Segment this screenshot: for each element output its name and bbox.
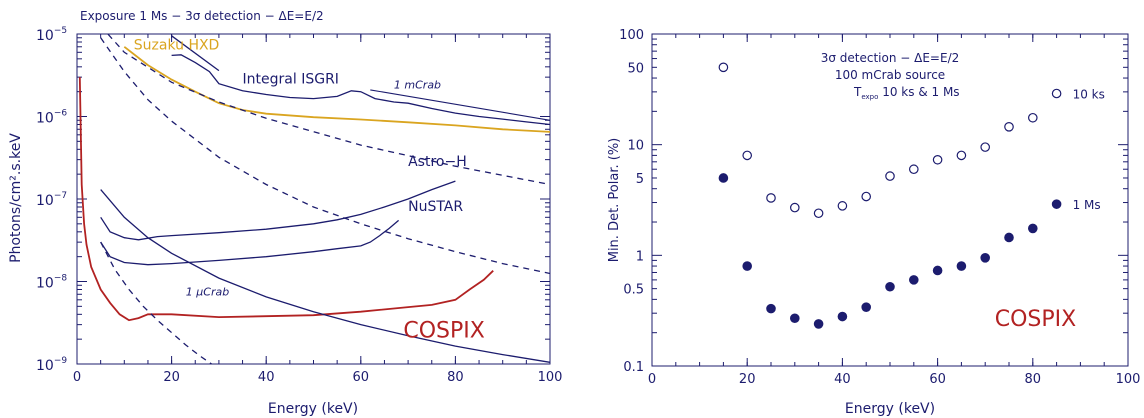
left-annotation-1-mcrab: 1 mCrab [394, 78, 441, 91]
right-point-10-ks [861, 191, 871, 202]
left-y-tick-label: 10−6 [36, 109, 67, 127]
left-series-dashed-8-line [100, 37, 550, 275]
right-point-1-ms [885, 281, 895, 292]
right-point-1-ms [861, 302, 871, 312]
left-annotation-suzaku-hxd: Suzaku HXD [134, 37, 220, 53]
right-y-tick-label: 0.5 [623, 283, 644, 298]
right-point-10-ks [885, 171, 895, 181]
right-point-1-ms [1028, 223, 1038, 234]
left-annotation-cospix: COSPIX [403, 318, 484, 343]
right-point-10-ks [742, 150, 752, 161]
right-point-10-ks [1028, 112, 1038, 123]
left-series-1-mcrab-line-segment-2 [370, 89, 550, 121]
right-point-10-ks [1051, 88, 1062, 99]
right-point-1-ms [766, 303, 776, 314]
right-point-10-ks [718, 62, 729, 73]
left-series-cospix-line [78, 77, 494, 322]
left-x-tick-label: 0 [73, 370, 81, 385]
left-series-suzaku-hxd-line [123, 46, 550, 133]
right-x-tick-label: 20 [739, 372, 756, 387]
right-y-tick-label: 100 [619, 28, 644, 43]
right-point-10-ks [932, 154, 943, 165]
right-annotation-line-3: Texpo 10 ks & 1 Ms [853, 85, 960, 101]
right-annotation-cospix: COSPIX [995, 307, 1076, 332]
right-x-tick-label: 100 [1116, 372, 1141, 387]
right-point-1-ms [932, 265, 943, 276]
right-point-1-ms [980, 252, 990, 263]
left-x-axis-label: Energy (keV) [268, 401, 358, 417]
right-annotation-line-2: 100 mCrab source [835, 68, 945, 82]
right-point-1-ms [789, 313, 800, 324]
left-y-axis-label: Photons/cm².s.keV [8, 133, 24, 263]
right-point-1-ms [742, 261, 752, 271]
right-y-tick-label: 1 [636, 249, 644, 264]
right-x-tick-label: 80 [1025, 372, 1042, 387]
right-x-tick-label: 0 [648, 372, 656, 387]
left-annotation-nustar: NuSTAR [408, 199, 463, 215]
right-point-1-ms [908, 275, 919, 285]
left-y-tick-label: 10−7 [36, 191, 67, 209]
left-x-tick-label: 80 [447, 370, 464, 385]
left-series-nustar-line [100, 219, 400, 266]
left-series-dashed-7-line [107, 34, 550, 186]
right-y-tick-label: 10 [627, 139, 644, 154]
left-series-dashed-9-line [100, 241, 213, 364]
left-plot-area: 0 20 40 60 80 100 10−9 10−8 10−7 10−6 10−5 Suzaku H… [36, 26, 562, 385]
right-point-1-ms [956, 261, 967, 271]
left-curves [78, 34, 550, 364]
right-y-axis-label: Min. Det. Polar. (%) [607, 138, 622, 263]
right-point-1-ms [837, 311, 848, 322]
left-annotation-integral-isgri: Integral ISGRI [243, 72, 339, 88]
right-x-tick-label: 40 [834, 372, 851, 387]
left-x-tick-label: 20 [163, 370, 180, 385]
right-point-10-ks [813, 208, 824, 219]
right-point-10-ks [1004, 122, 1014, 132]
left-x-tick-label: 40 [258, 370, 275, 385]
right-point-10-ks [956, 150, 967, 161]
right-x-axis-label: Energy (keV) [845, 401, 935, 417]
right-legend-10-ks: 10 ks [1073, 87, 1105, 101]
left-y-tick-label: 10−8 [36, 274, 67, 292]
left-series-1-mcrab-line [171, 35, 220, 72]
right-point-10-ks [766, 193, 776, 203]
right-point-10-ks [908, 164, 919, 175]
right-y-tick-label: 50 [627, 61, 644, 76]
right-point-10-ks [837, 201, 848, 211]
left-x-tick-label: 60 [353, 370, 370, 385]
right-point-1-ms [1051, 199, 1062, 209]
right-y-tick-label: 5 [636, 172, 644, 187]
right-point-1-ms [1004, 232, 1014, 243]
right-legend-1-ms: 1 Ms [1073, 198, 1101, 212]
left-y-tick-label: 10−9 [36, 356, 67, 374]
right-point-10-ks [980, 142, 990, 152]
right-annotation-line-1: 3σ detection − ΔE=E/2 [821, 51, 960, 65]
left-series-integral-isgri-line [171, 54, 550, 126]
left-y-tick-label: 10−5 [36, 26, 67, 44]
left-series-1-crab-line [100, 189, 550, 363]
right-point-1-ms [813, 319, 824, 329]
left-annotation-astro-h: Astro−H [408, 154, 467, 170]
left-series-astro-h-line [100, 180, 456, 241]
right-point-1-ms [718, 173, 729, 183]
right-point-10-ks [789, 202, 800, 213]
left-annotation-1-crab: 1 μCrab [186, 285, 229, 298]
left-x-tick-label: 100 [538, 370, 563, 385]
right-x-tick-label: 60 [929, 372, 946, 387]
right-plot-area: 0 20 40 60 80 100 0.1 0.5 1 5 10 50 100 10 ks 1 Ms COSP… [619, 28, 1140, 387]
right-y-tick-label: 0.1 [623, 360, 644, 375]
left-chart-title: Exposure 1 Ms − 3σ detection − ΔE=E/2 [80, 9, 324, 23]
